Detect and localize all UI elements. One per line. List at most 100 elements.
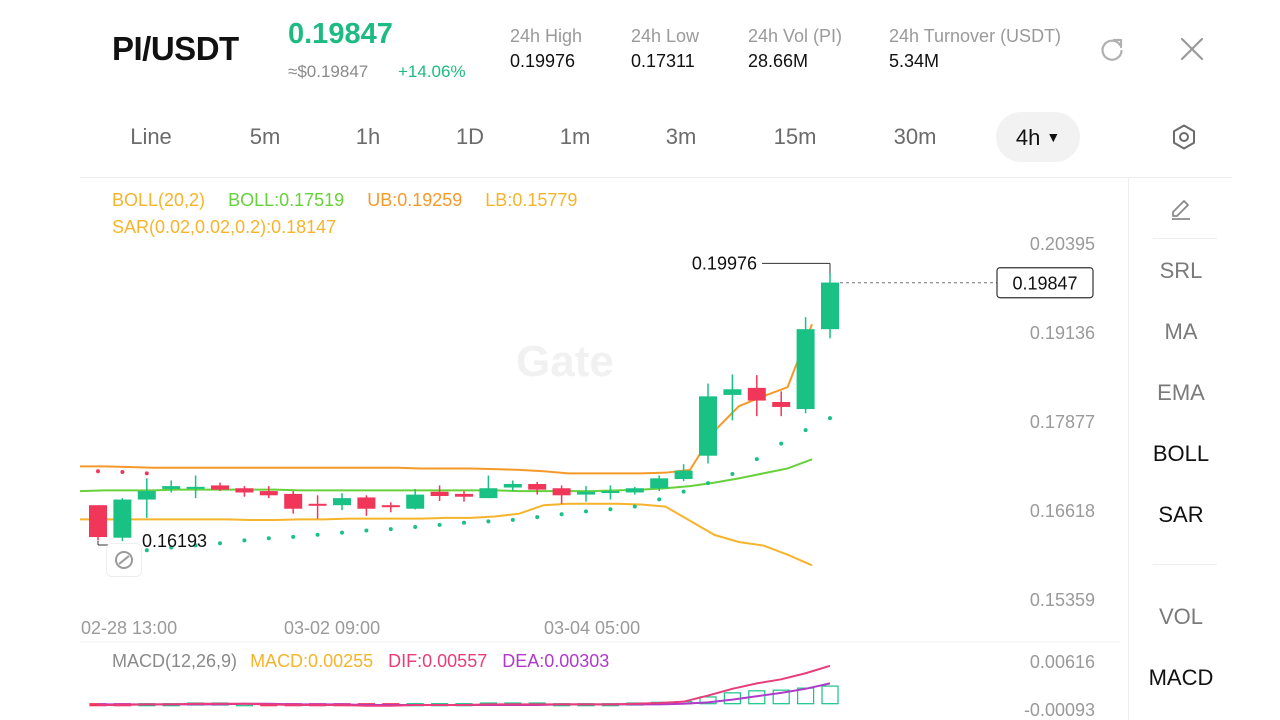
macd-histogram-bar: [699, 696, 717, 705]
stat-value: 28.66M: [748, 51, 809, 71]
high-marker-label: 0.19976: [692, 253, 757, 273]
candle-body: [113, 499, 132, 538]
macd-dif-line: [98, 664, 831, 707]
stat-value: 5.34M: [889, 51, 940, 71]
right-margin: [1232, 0, 1280, 720]
timeframe-tabs: Line 5m 1h 1D 1m 3m 15m 30m 4h ▼: [80, 112, 1232, 162]
stat-24h-low: 24h Low 0.17311: [631, 26, 699, 72]
chart-area[interactable]: BOLL(20,2) BOLL:0.17519 UB:0.19259 LB:0.…: [80, 178, 1128, 720]
tab-1h[interactable]: 1h: [355, 124, 381, 149]
refresh-icon[interactable]: [1095, 32, 1129, 66]
candle-body: [211, 485, 229, 490]
stat-value: 0.17311: [631, 51, 695, 71]
sar-dot: [730, 471, 735, 476]
legend-boll-lb: LB:0.15779: [485, 190, 578, 210]
x-tick-label: 03-02 09:00: [284, 618, 380, 638]
candle-body: [479, 488, 498, 499]
candle-body: [137, 491, 156, 500]
stat-24h-high: 24h High 0.19976: [510, 26, 582, 72]
chart-settings-icon[interactable]: [1167, 120, 1201, 154]
stat-label: 24h Vol (PI): [748, 26, 843, 46]
sar-dot: [340, 530, 344, 535]
close-icon[interactable]: [1175, 32, 1209, 66]
draw-pencil-icon[interactable]: [1164, 192, 1198, 226]
sar-dot: [754, 457, 759, 462]
legend-boll-params: BOLL(20,2): [112, 190, 206, 210]
tab-5m[interactable]: 5m: [249, 124, 281, 149]
watermark-text: Gate: [516, 337, 614, 386]
sar-legend: SAR(0.02,0.02,0.2):0.18147: [112, 217, 354, 238]
sar-dot: [291, 534, 296, 539]
boll-lower-line: [80, 502, 813, 567]
indicator-ema[interactable]: EMA: [1157, 380, 1205, 405]
macd-histogram-bar: [821, 685, 839, 705]
x-tick-label: 02-28 13:00: [81, 618, 177, 638]
legend-dif: DIF:0.00557: [388, 651, 488, 671]
sar-dot: [96, 469, 100, 474]
candle-body: [259, 491, 278, 496]
candlestick-plot: Gate 0.20395 0.19136 0.17877 0.16618 0.15359…: [80, 234, 1120, 720]
sar-dot: [364, 528, 369, 533]
macd-legend: MACD(12,26,9) MACD:0.00255 DIF:0.00557 D…: [112, 651, 627, 672]
sar-dot: [169, 545, 174, 550]
chart-tool-icon[interactable]: [106, 543, 142, 577]
y-tick-label: 0.16618: [1030, 501, 1095, 521]
y-tick-label: 0.20395: [1030, 234, 1095, 254]
tab-15m[interactable]: 15m: [773, 124, 817, 149]
sar-dot: [657, 497, 662, 502]
sar-dot: [510, 517, 515, 522]
sar-dot: [779, 441, 784, 446]
indicator-macd[interactable]: MACD: [1148, 665, 1214, 690]
indicator-sar[interactable]: SAR: [1158, 502, 1204, 527]
macd-histogram-bar: [772, 689, 790, 705]
stat-24h-turnover: 24h Turnover (USDT) 5.34M: [889, 26, 1061, 72]
sar-dot: [681, 489, 686, 494]
sar-dot: [315, 532, 320, 537]
candle-body: [552, 488, 571, 496]
candle-body: [528, 483, 547, 490]
sar-dot: [144, 548, 149, 553]
macd-y-tick-label: -0.00093: [1024, 700, 1095, 720]
sar-dot: [120, 469, 125, 474]
candle-body: [357, 497, 376, 509]
tab-30m[interactable]: 30m: [893, 124, 937, 149]
tab-1m[interactable]: 1m: [559, 124, 591, 149]
legend-boll-mid: BOLL:0.17519: [228, 190, 345, 210]
sar-dot: [584, 509, 588, 514]
stat-24h-volume: 24h Vol (PI) 28.66M: [748, 26, 842, 72]
sar-dot: [706, 481, 710, 486]
indicator-ma[interactable]: MA: [1164, 319, 1198, 344]
tab-1d[interactable]: 1D: [455, 124, 485, 149]
y-tick-label: 0.19136: [1030, 323, 1095, 343]
tab-4h-label: 4h: [1015, 125, 1041, 150]
low-marker-label: 0.16193: [142, 531, 207, 551]
indicator-boll[interactable]: BOLL: [1152, 441, 1210, 466]
candle-body: [699, 396, 717, 456]
tab-3m[interactable]: 3m: [665, 124, 697, 149]
candle-body: [430, 491, 449, 497]
y-tick-label: 0.17877: [1030, 412, 1095, 432]
boll-mid-line: [80, 458, 813, 493]
candle-body: [625, 488, 644, 493]
y-tick-label: 0.15359: [1030, 590, 1095, 610]
sar-dot: [828, 416, 832, 421]
indicator-srl[interactable]: SRL: [1159, 258, 1203, 283]
candle-body: [577, 491, 595, 495]
boll-upper-line: [80, 323, 813, 475]
tab-line[interactable]: Line: [130, 124, 172, 149]
pair-title: PI/USDT: [112, 30, 239, 67]
divider: [80, 177, 1232, 178]
macd-y-tick-label: 0.00616: [1030, 652, 1095, 672]
sar-dot: [388, 527, 393, 532]
ticker-header: PI/USDT 0.19847 ≈$0.19847 +14.06% 24h Hi…: [80, 0, 1232, 100]
candle-body: [186, 486, 205, 489]
candle-body: [381, 505, 400, 508]
sar-dot: [266, 536, 271, 541]
candle-body: [821, 282, 839, 330]
tab-4h[interactable]: 4h ▼: [996, 112, 1080, 162]
candle-body: [455, 493, 473, 497]
candle-body: [333, 498, 351, 506]
candle-body: [796, 329, 815, 410]
indicator-vol[interactable]: VOL: [1158, 604, 1204, 629]
legend-macd-params: MACD(12,26,9): [112, 651, 238, 671]
